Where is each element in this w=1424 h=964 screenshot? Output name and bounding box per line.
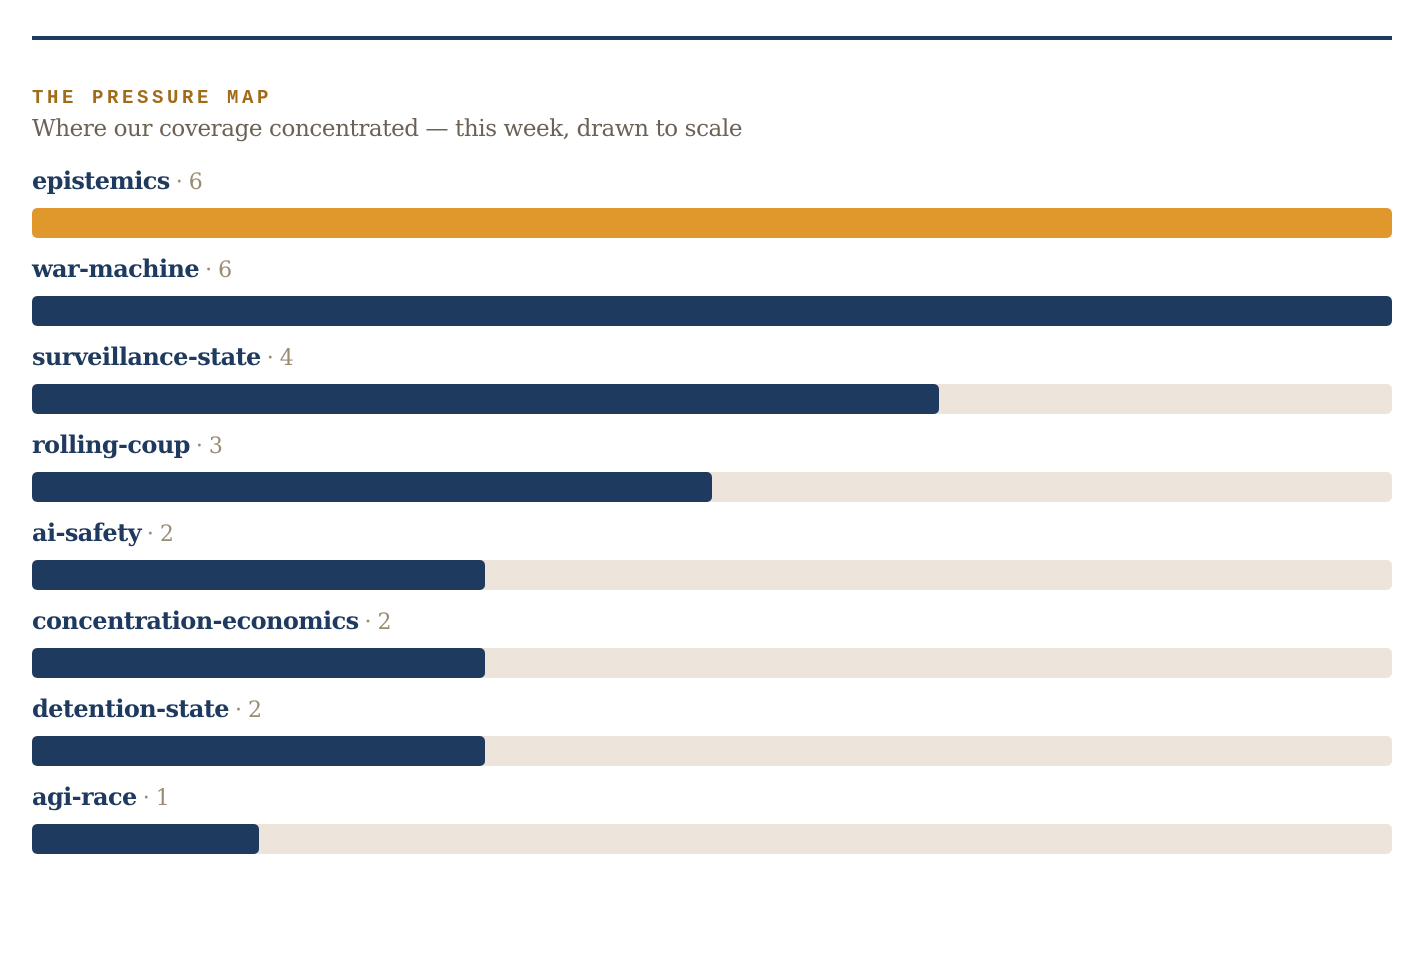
count-value: 3 [208,434,223,459]
bar-chart: epistemics · 6 war-machine · 6 surveillance-st… [32,162,1392,866]
value-label: · 6 [205,258,232,283]
bar-row: detention-state · 2 [32,690,1392,778]
bar-label: war-machine · 6 [32,250,1392,288]
category-label: detention-state [32,694,230,723]
top-rule [32,36,1392,40]
count-separator: · [234,698,242,723]
count-separator: · [205,258,213,283]
bar-track [32,560,1392,590]
bar-label: agi-race · 1 [32,778,1392,816]
bar-track [32,736,1392,766]
category-label: agi-race [32,782,137,811]
count-value: 1 [155,786,170,811]
bar-label: detention-state · 2 [32,690,1392,728]
section-subtitle: Where our coverage concentrated — this w… [32,116,743,142]
bar-track [32,384,1392,414]
bar [32,736,485,766]
bar [32,472,712,502]
bar-label: epistemics · 6 [32,162,1392,200]
count-separator: · [364,610,372,635]
value-label: · 2 [147,522,174,547]
bar-track [32,648,1392,678]
section-kicker: THE PRESSURE MAP [32,87,273,109]
category-label: epistemics [32,166,170,195]
category-label: war-machine [32,254,200,283]
count-value: 4 [279,346,294,371]
bar-track [32,824,1392,854]
bar-track [32,208,1392,238]
bar-track [32,472,1392,502]
count-value: 6 [218,258,233,283]
bar-row: epistemics · 6 [32,162,1392,250]
bar-label: surveillance-state · 4 [32,338,1392,376]
count-separator: · [266,346,274,371]
bar-label: rolling-coup · 3 [32,426,1392,464]
bar-row: war-machine · 6 [32,250,1392,338]
bar [32,296,1392,326]
value-label: · 2 [365,610,392,635]
count-separator: · [142,786,150,811]
count-separator: · [146,522,154,547]
bar [32,648,485,678]
bar-label: concentration-economics · 2 [32,602,1392,640]
count-value: 2 [247,698,262,723]
bar [32,384,939,414]
category-label: ai-safety [32,518,142,547]
bar-row: surveillance-state · 4 [32,338,1392,426]
value-label: · 4 [267,346,294,371]
bar [32,824,259,854]
count-value: 2 [159,522,174,547]
count-separator: · [175,170,183,195]
category-label: surveillance-state [32,342,261,371]
bar-label: ai-safety · 2 [32,514,1392,552]
count-value: 2 [377,610,392,635]
pressure-map-panel: THE PRESSURE MAP Where our coverage conc… [32,36,1392,866]
bar-row: concentration-economics · 2 [32,602,1392,690]
value-label: · 1 [143,786,170,811]
count-value: 6 [188,170,203,195]
bar-row: agi-race · 1 [32,778,1392,866]
category-label: concentration-economics [32,606,359,635]
bar-row: ai-safety · 2 [32,514,1392,602]
bar [32,208,1392,238]
count-separator: · [195,434,203,459]
value-label: · 2 [235,698,262,723]
category-label: rolling-coup [32,430,190,459]
bar-track [32,296,1392,326]
value-label: · 3 [196,434,223,459]
value-label: · 6 [176,170,203,195]
bar-row: rolling-coup · 3 [32,426,1392,514]
bar [32,560,485,590]
